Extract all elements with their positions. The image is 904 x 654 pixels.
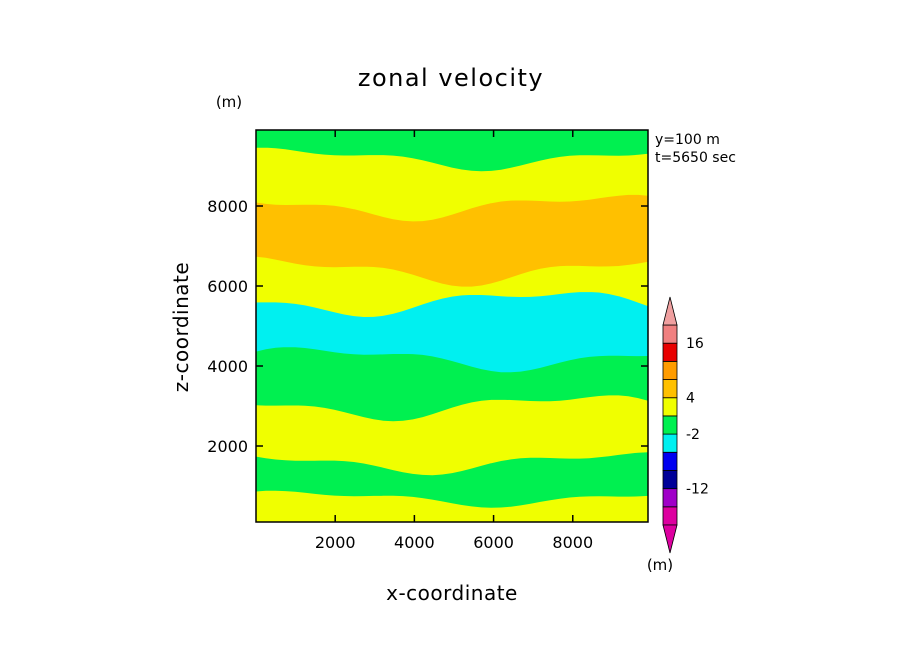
colorbar-tick-label: -12	[686, 482, 709, 498]
colorbar-segment	[662, 488, 678, 508]
y-axis-ticks: 2000 4000 6000 8000	[207, 197, 648, 456]
y-axis-label: z-coordinate	[169, 262, 193, 392]
annotation-y-position: y=100 m	[655, 132, 720, 148]
colorbar-under-arrow	[662, 524, 678, 554]
colorbar-segment	[662, 360, 678, 380]
x-tick-label: 6000	[473, 533, 514, 552]
chart-title: zonal velocity	[358, 64, 544, 92]
x-tick-label: 4000	[394, 533, 435, 552]
colorbar-unit-label: (m)	[647, 556, 673, 574]
y-tick-label: 8000	[207, 197, 248, 216]
colorbar-segment	[662, 379, 678, 399]
colorbar-tick-label: -2	[686, 427, 700, 443]
x-tick-label: 2000	[315, 533, 356, 552]
x-tick-label: 8000	[552, 533, 593, 552]
colorbar: 16 4 -2 -12	[662, 296, 709, 554]
y-unit-label: (m)	[216, 93, 242, 111]
plot-frame	[255, 129, 649, 523]
colorbar-segment	[662, 470, 678, 490]
colorbar-segment	[662, 433, 678, 453]
contour-band-8	[256, 130, 648, 172]
x-axis-label: x-coordinate	[386, 581, 518, 605]
colorbar-segment	[662, 324, 678, 344]
colorbar-segment	[662, 397, 678, 417]
colorbar-segment	[662, 415, 678, 435]
colorbar-tick-label: 4	[686, 391, 695, 407]
colorbar-segment	[662, 451, 678, 471]
x-axis-ticks: 2000 4000 6000 8000	[315, 130, 593, 552]
annotation-time: t=5650 sec	[655, 150, 736, 166]
colorbar-segment	[662, 342, 678, 362]
colorbar-over-arrow	[662, 296, 678, 326]
colorbar-segment	[662, 506, 678, 526]
colorbar-tick-label: 16	[686, 336, 704, 352]
y-tick-label: 2000	[207, 437, 248, 456]
contour-plot-area	[256, 130, 648, 522]
y-tick-label: 6000	[207, 277, 248, 296]
y-tick-label: 4000	[207, 357, 248, 376]
